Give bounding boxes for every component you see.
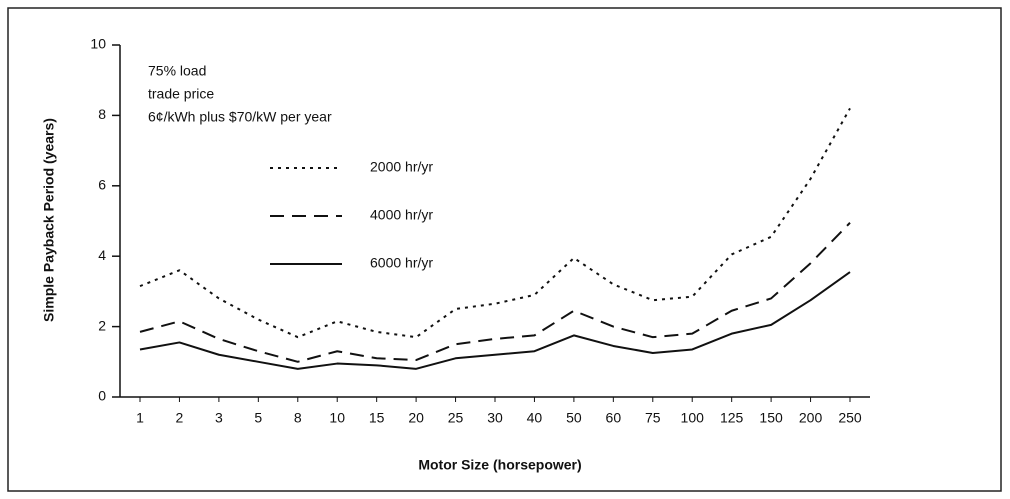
x-tick-label: 250 bbox=[838, 410, 862, 426]
x-tick-label: 30 bbox=[487, 410, 503, 426]
x-axis-label: Motor Size (horsepower) bbox=[418, 457, 581, 473]
annotation: trade price bbox=[148, 86, 214, 102]
x-tick-label: 200 bbox=[799, 410, 823, 426]
x-tick-label: 60 bbox=[606, 410, 622, 426]
legend-label: 2000 hr/yr bbox=[370, 159, 433, 175]
series-line bbox=[139, 222, 851, 363]
x-tick-label: 8 bbox=[294, 410, 302, 426]
x-tick-label: 50 bbox=[566, 410, 582, 426]
y-tick-label: 8 bbox=[98, 106, 106, 122]
x-tick-label: 100 bbox=[681, 410, 705, 426]
series-line bbox=[139, 107, 851, 339]
frame bbox=[7, 7, 1002, 492]
x-tick-label: 75 bbox=[645, 410, 661, 426]
y-tick-label: 6 bbox=[98, 177, 106, 193]
annotation: 6¢/kWh plus $70/kW per year bbox=[148, 109, 332, 125]
x-tick-label: 125 bbox=[720, 410, 744, 426]
x-tick-label: 15 bbox=[369, 410, 385, 426]
x-tick-label: 5 bbox=[254, 410, 262, 426]
x-tick-label: 2 bbox=[176, 410, 184, 426]
y-tick-label: 4 bbox=[98, 247, 106, 263]
legend-label: 4000 hr/yr bbox=[370, 207, 433, 223]
x-tick-label: 150 bbox=[759, 410, 783, 426]
y-tick-label: 2 bbox=[98, 317, 106, 333]
y-tick-label: 0 bbox=[98, 388, 106, 404]
y-axis-label: Simple Payback Period (years) bbox=[41, 118, 57, 322]
series-line bbox=[139, 271, 851, 370]
x-tick-label: 40 bbox=[527, 410, 543, 426]
x-tick-label: 10 bbox=[329, 410, 345, 426]
annotation: 75% load bbox=[148, 63, 206, 79]
x-tick-label: 3 bbox=[215, 410, 223, 426]
legend-label: 6000 hr/yr bbox=[370, 255, 433, 271]
x-tick-label: 20 bbox=[408, 410, 424, 426]
x-tick-label: 25 bbox=[448, 410, 464, 426]
x-tick-label: 1 bbox=[136, 410, 144, 426]
y-tick-label: 10 bbox=[90, 36, 106, 52]
